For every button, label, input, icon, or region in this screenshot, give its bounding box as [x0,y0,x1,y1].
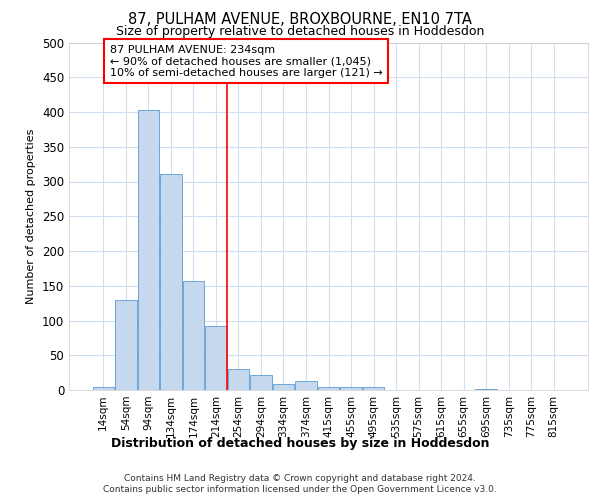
Bar [228,369,249,390]
Text: Distribution of detached houses by size in Hoddesdon: Distribution of detached houses by size … [111,438,489,450]
Bar [92,386,114,390]
Text: Contains HM Land Registry data © Crown copyright and database right 2024.: Contains HM Land Registry data © Crown c… [124,474,476,483]
Bar [363,387,384,390]
Text: Size of property relative to detached houses in Hoddesdon: Size of property relative to detached ho… [116,25,484,38]
Text: 87, PULHAM AVENUE, BROXBOURNE, EN10 7TA: 87, PULHAM AVENUE, BROXBOURNE, EN10 7TA [128,12,472,28]
Bar [205,326,227,390]
Text: 87 PULHAM AVENUE: 234sqm
← 90% of detached houses are smaller (1,045)
10% of sem: 87 PULHAM AVENUE: 234sqm ← 90% of detach… [110,44,383,78]
Text: Contains public sector information licensed under the Open Government Licence v3: Contains public sector information licen… [103,485,497,494]
Bar [182,281,204,390]
Bar [160,174,182,390]
Bar [340,386,362,390]
Bar [250,376,272,390]
Bar [273,384,294,390]
Bar [475,388,497,390]
Bar [115,300,137,390]
Y-axis label: Number of detached properties: Number of detached properties [26,128,37,304]
Bar [295,381,317,390]
Bar [318,386,339,390]
Bar [137,110,159,390]
